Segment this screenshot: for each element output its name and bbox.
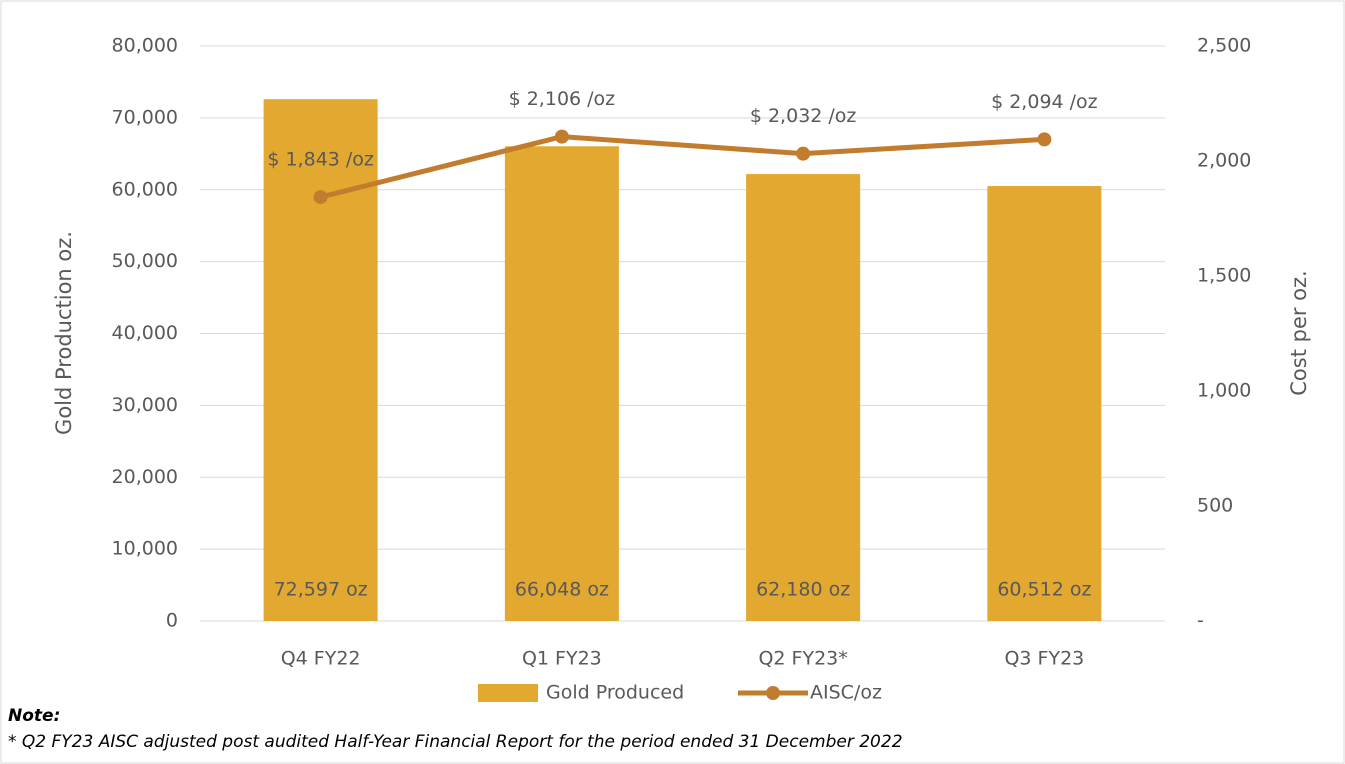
line-value-label: $ 2,094 /oz: [991, 91, 1098, 113]
line-value-label: $ 2,032 /oz: [750, 105, 857, 127]
bar: [746, 174, 861, 622]
y-tick-label: 80,000: [112, 35, 178, 57]
y2-tick-label: 2,000: [1197, 150, 1251, 172]
bar-value-label: 72,597 oz: [274, 579, 368, 601]
note-title: Note:: [8, 706, 60, 726]
y2-tick-label: 500: [1197, 495, 1233, 517]
y2-tick-label: -: [1197, 610, 1204, 632]
legend-label: Gold Produced: [546, 682, 684, 704]
bar: [987, 186, 1102, 621]
line-point: [796, 146, 811, 161]
bar-value-label: 62,180 oz: [756, 579, 850, 601]
y-tick-label: 40,000: [112, 322, 178, 344]
legend-label: AISC/oz: [810, 682, 882, 704]
y-tick-label: 70,000: [112, 106, 178, 128]
line-point: [1037, 132, 1052, 147]
x-tick-label: Q2 FY23*: [758, 648, 847, 670]
legend-swatch: [478, 684, 538, 702]
x-tick-label: Q3 FY23: [1004, 648, 1084, 670]
y-tick-label: 60,000: [112, 178, 178, 200]
y-tick-label: 0: [166, 610, 178, 632]
line-point: [313, 190, 328, 205]
bar: [504, 146, 619, 621]
line: [320, 134, 1045, 200]
y2-tick-label: 2,500: [1197, 35, 1251, 57]
bar: [263, 99, 378, 622]
line-value-label: $ 2,106 /oz: [509, 88, 616, 110]
y2-axis-title: Cost per oz.: [1287, 270, 1311, 395]
legend-swatch: [766, 686, 780, 700]
y2-tick-label: 1,500: [1197, 265, 1251, 287]
y-tick-label: 10,000: [112, 538, 178, 560]
x-tick-label: Q4 FY22: [281, 648, 361, 670]
x-tick-label: Q1 FY23: [522, 648, 602, 670]
line-value-label: $ 1,843 /oz: [267, 149, 374, 171]
y2-tick-label: 1,000: [1197, 380, 1251, 402]
note: * Q2 FY23 AISC adjusted post audited Hal…: [8, 732, 903, 752]
y-tick-label: 50,000: [112, 250, 178, 272]
y-axis-title: Gold Production oz.: [52, 231, 76, 435]
bar-value-label: 66,048 oz: [515, 579, 609, 601]
y-tick-label: 30,000: [112, 394, 178, 416]
y-tick-label: 20,000: [112, 466, 178, 488]
line-point: [554, 129, 569, 144]
bar-value-label: 60,512 oz: [997, 579, 1091, 601]
